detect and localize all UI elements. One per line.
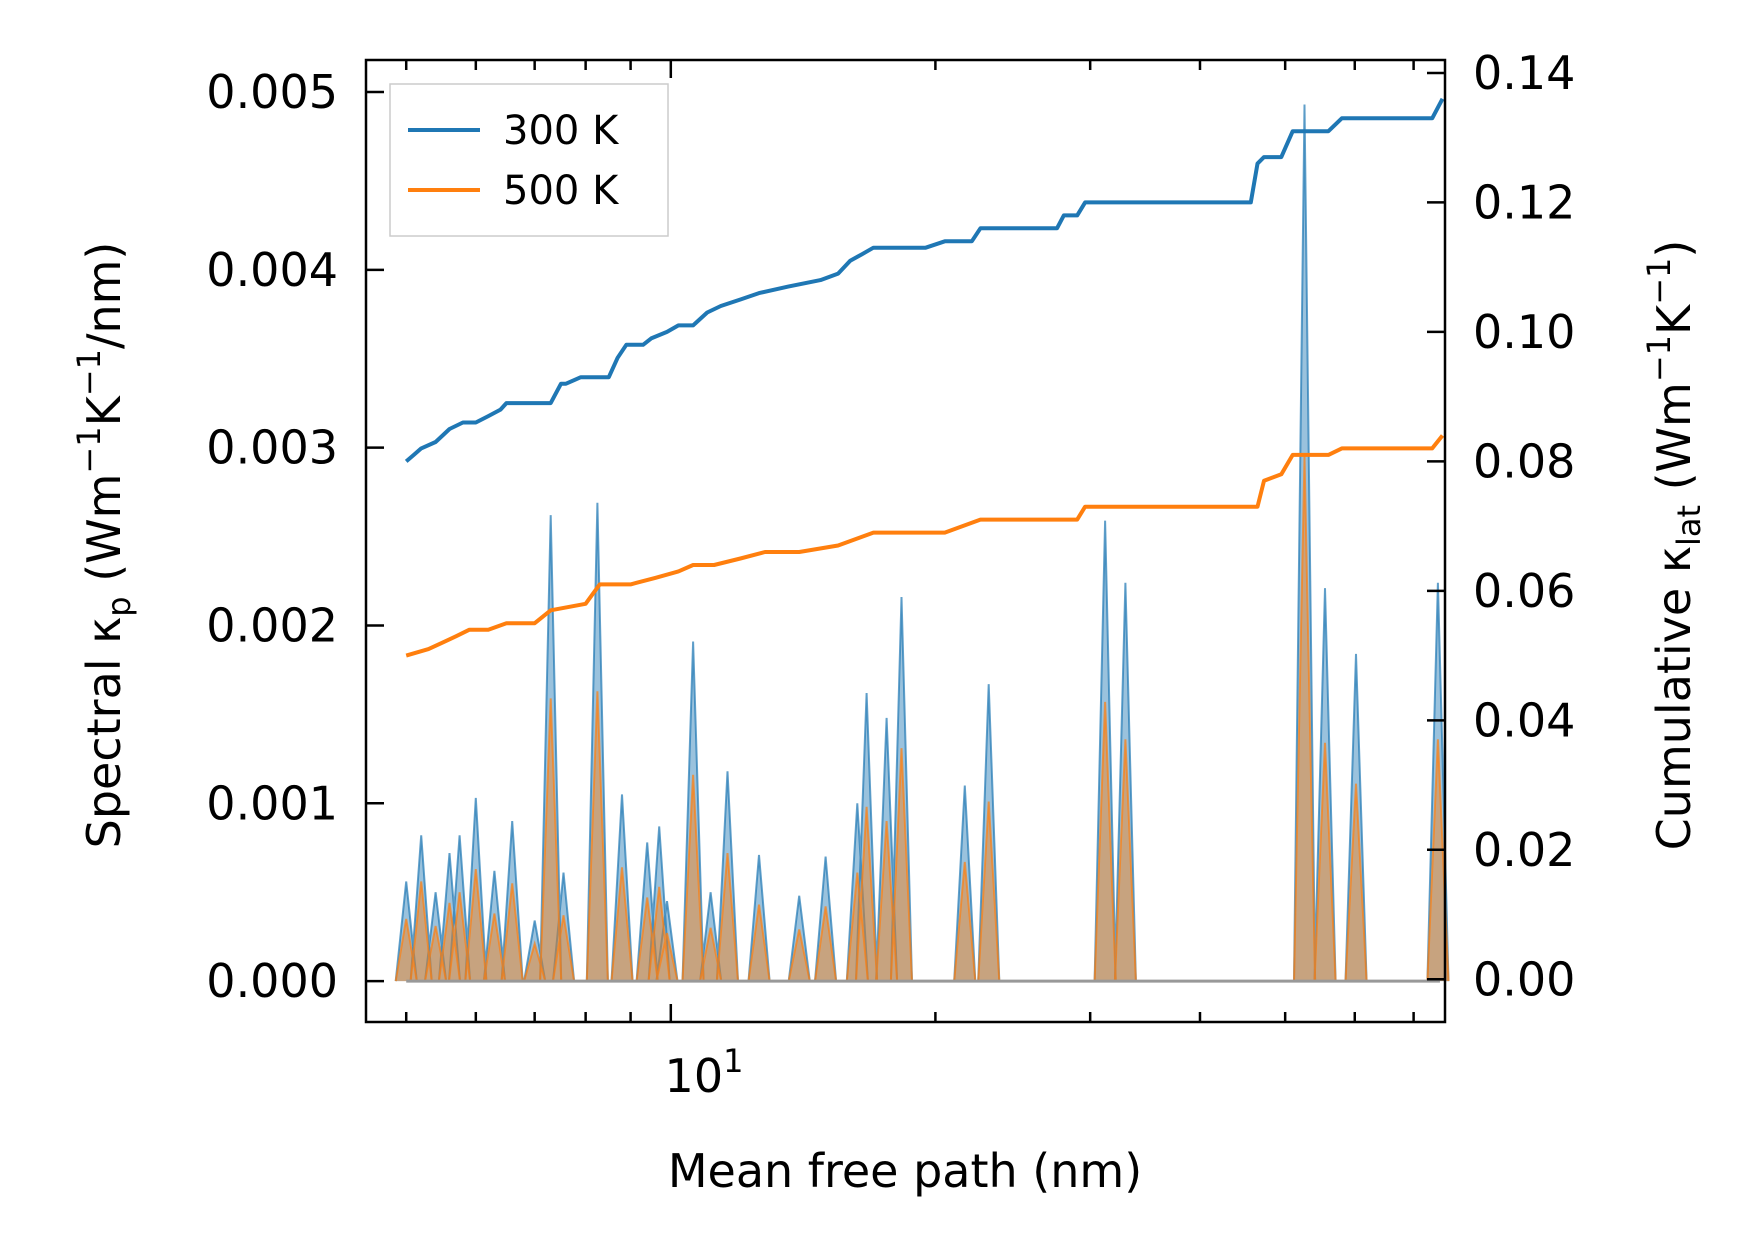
y-left-sup2: −1 bbox=[70, 349, 108, 396]
y-right-unit-b: K bbox=[1647, 303, 1701, 335]
y-left-unit-b: K bbox=[77, 394, 131, 426]
y-right-unit-a: (Wm bbox=[1647, 382, 1701, 505]
y-axis-title-right: Cumulative κlat (Wm−1K−1) bbox=[1640, 240, 1708, 851]
cumulative-series-layer bbox=[404, 97, 1445, 658]
plot-frame bbox=[364, 58, 1447, 1024]
y-right-tick-label: 0.08 bbox=[1473, 434, 1575, 488]
y-left-sub: p bbox=[100, 596, 138, 616]
y-right-tick-label: 0.14 bbox=[1473, 46, 1575, 100]
y-right-tick-label: 0.06 bbox=[1473, 564, 1575, 618]
y-right-unit-c: ) bbox=[1647, 240, 1701, 258]
x-tick-label: 101 bbox=[665, 1042, 744, 1103]
y-left-tick-label: 0.001 bbox=[206, 776, 338, 830]
y-left-tick-label: 0.003 bbox=[206, 421, 338, 475]
y-right-sup2: −1 bbox=[1640, 258, 1678, 305]
y-right-main: Cumulative κ bbox=[1647, 546, 1701, 850]
y-right-tick-label: 0.00 bbox=[1473, 952, 1575, 1006]
y-right-tick-label: 0.04 bbox=[1473, 693, 1575, 747]
cumulative-line-500k bbox=[405, 434, 1445, 658]
x-tick-exponent: 1 bbox=[723, 1042, 743, 1080]
y-right-tick-label: 0.10 bbox=[1473, 305, 1575, 359]
legend-label-500k: 500 K bbox=[503, 168, 620, 214]
y-axis-title-left: Spectral κp (Wm−1K−1/nm) bbox=[70, 242, 138, 849]
y-left-tick-label: 0.002 bbox=[206, 598, 338, 652]
legend: 300 K 500 K bbox=[389, 83, 669, 237]
ticks-layer: 0.000 0.001 0.002 0.003 0.004 0.005 0.00 0.02 0.… bbox=[206, 46, 1575, 1022]
y-left-tick-label: 0.005 bbox=[206, 65, 338, 119]
x-tick-base: 10 bbox=[665, 1049, 724, 1103]
y-right-sub: lat bbox=[1670, 505, 1708, 546]
y-right-tick-label: 0.02 bbox=[1473, 823, 1575, 877]
y-left-unit-a: (Wm bbox=[77, 474, 131, 597]
y-right-sup1: −1 bbox=[1640, 335, 1678, 382]
legend-label-300k: 300 K bbox=[503, 108, 620, 154]
y-left-unit-c: /nm) bbox=[77, 242, 131, 349]
y-left-main: Spectral κ bbox=[77, 617, 131, 849]
spectral-series-layer bbox=[394, 104, 1450, 983]
y-left-sup1: −1 bbox=[70, 426, 108, 473]
y-right-tick-label: 0.12 bbox=[1473, 175, 1575, 229]
cumulative-line-300k bbox=[404, 97, 1445, 463]
legend-box bbox=[389, 83, 669, 237]
y-left-tick-label: 0.004 bbox=[206, 243, 338, 297]
x-axis-title: Mean free path (nm) bbox=[668, 1144, 1142, 1198]
y-left-tick-label: 0.000 bbox=[206, 954, 338, 1008]
